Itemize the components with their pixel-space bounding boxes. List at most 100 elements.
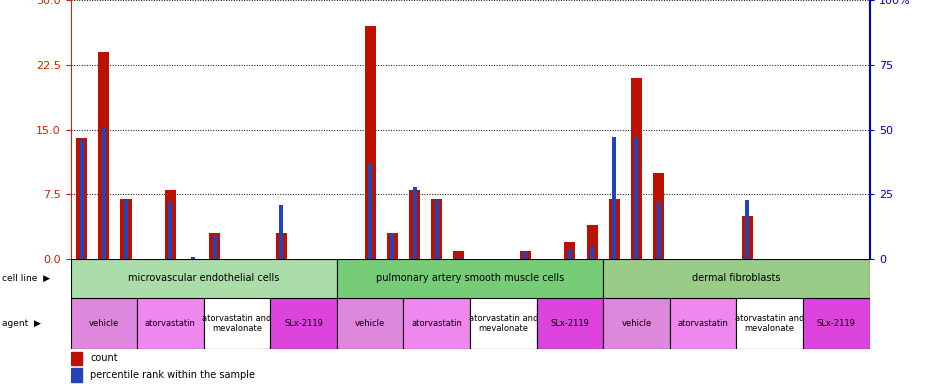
Bar xyxy=(514,259,537,328)
Bar xyxy=(413,187,416,259)
Bar xyxy=(102,127,106,259)
Bar xyxy=(70,369,83,382)
Text: atorvastatin and
mevalonate: atorvastatin and mevalonate xyxy=(202,314,272,333)
Bar xyxy=(181,259,204,328)
Bar xyxy=(847,259,870,328)
Bar xyxy=(275,233,287,259)
Bar xyxy=(634,137,638,259)
Bar xyxy=(453,251,464,259)
Bar xyxy=(759,259,781,328)
Text: atorvastatin and
mevalonate: atorvastatin and mevalonate xyxy=(735,314,805,333)
Bar xyxy=(120,199,132,259)
Bar xyxy=(457,257,461,259)
Bar xyxy=(434,200,439,259)
Bar xyxy=(204,298,271,349)
Bar xyxy=(609,199,619,259)
Bar xyxy=(470,259,493,328)
Bar xyxy=(669,298,736,349)
Bar xyxy=(70,298,137,349)
Text: pulmonary artery smooth muscle cells: pulmonary artery smooth muscle cells xyxy=(376,273,564,283)
Text: atorvastatin: atorvastatin xyxy=(145,319,196,328)
Text: microvascular endothelial cells: microvascular endothelial cells xyxy=(128,273,279,283)
Bar xyxy=(803,259,825,328)
Bar xyxy=(669,259,692,328)
Bar xyxy=(279,205,283,259)
Bar xyxy=(168,202,172,259)
Bar xyxy=(159,259,181,328)
Bar xyxy=(470,298,537,349)
Bar xyxy=(93,259,115,328)
Text: vehicle: vehicle xyxy=(621,319,651,328)
Bar xyxy=(382,259,403,328)
Bar xyxy=(803,298,870,349)
Bar xyxy=(315,259,337,328)
Bar xyxy=(270,259,292,328)
Bar xyxy=(403,259,426,328)
Bar xyxy=(115,259,137,328)
Bar xyxy=(426,259,447,328)
Bar xyxy=(431,199,442,259)
Bar xyxy=(99,52,109,259)
Text: atorvastatin: atorvastatin xyxy=(412,319,462,328)
Bar xyxy=(745,200,749,259)
Bar xyxy=(657,202,661,259)
Bar xyxy=(781,259,803,328)
Bar xyxy=(204,259,226,328)
Bar xyxy=(581,259,603,328)
Bar xyxy=(612,137,617,259)
Bar xyxy=(603,259,625,328)
Bar xyxy=(70,259,93,328)
Bar xyxy=(603,259,870,298)
Bar xyxy=(653,173,665,259)
Bar xyxy=(537,298,603,349)
Bar xyxy=(271,298,337,349)
Bar xyxy=(337,259,603,298)
Bar xyxy=(226,259,248,328)
Bar xyxy=(137,298,204,349)
Text: count: count xyxy=(90,353,118,363)
Text: SLx-2119: SLx-2119 xyxy=(817,319,855,328)
Bar xyxy=(564,242,575,259)
Bar xyxy=(558,259,581,328)
Bar xyxy=(537,259,558,328)
Bar xyxy=(403,298,470,349)
Bar xyxy=(70,352,83,365)
Text: SLx-2119: SLx-2119 xyxy=(551,319,589,328)
Bar xyxy=(736,259,759,328)
Text: vehicle: vehicle xyxy=(88,319,119,328)
Bar xyxy=(736,298,803,349)
Bar xyxy=(337,259,359,328)
Text: agent  ▶: agent ▶ xyxy=(2,319,40,328)
Bar xyxy=(520,251,531,259)
Text: percentile rank within the sample: percentile rank within the sample xyxy=(90,370,256,380)
Bar xyxy=(368,163,372,259)
Bar xyxy=(164,190,176,259)
Bar xyxy=(137,259,159,328)
Bar xyxy=(80,140,84,259)
Bar xyxy=(631,78,642,259)
Bar xyxy=(212,236,217,259)
Bar xyxy=(568,249,572,259)
Bar xyxy=(124,200,128,259)
Bar xyxy=(493,259,514,328)
Bar xyxy=(692,259,714,328)
Text: cell line  ▶: cell line ▶ xyxy=(2,274,50,283)
Bar xyxy=(390,233,394,259)
Bar xyxy=(648,259,669,328)
Bar xyxy=(714,259,736,328)
Text: atorvastatin and
mevalonate: atorvastatin and mevalonate xyxy=(469,314,538,333)
Bar xyxy=(742,216,753,259)
Bar xyxy=(337,298,403,349)
Bar xyxy=(625,259,648,328)
Text: vehicle: vehicle xyxy=(355,319,385,328)
Bar xyxy=(248,259,270,328)
Bar xyxy=(292,259,315,328)
Bar xyxy=(590,246,594,259)
Bar xyxy=(359,259,382,328)
Bar xyxy=(191,257,195,259)
Bar xyxy=(825,259,847,328)
Text: atorvastatin: atorvastatin xyxy=(678,319,728,328)
Bar xyxy=(76,138,87,259)
Bar xyxy=(365,26,376,259)
Bar xyxy=(386,233,398,259)
